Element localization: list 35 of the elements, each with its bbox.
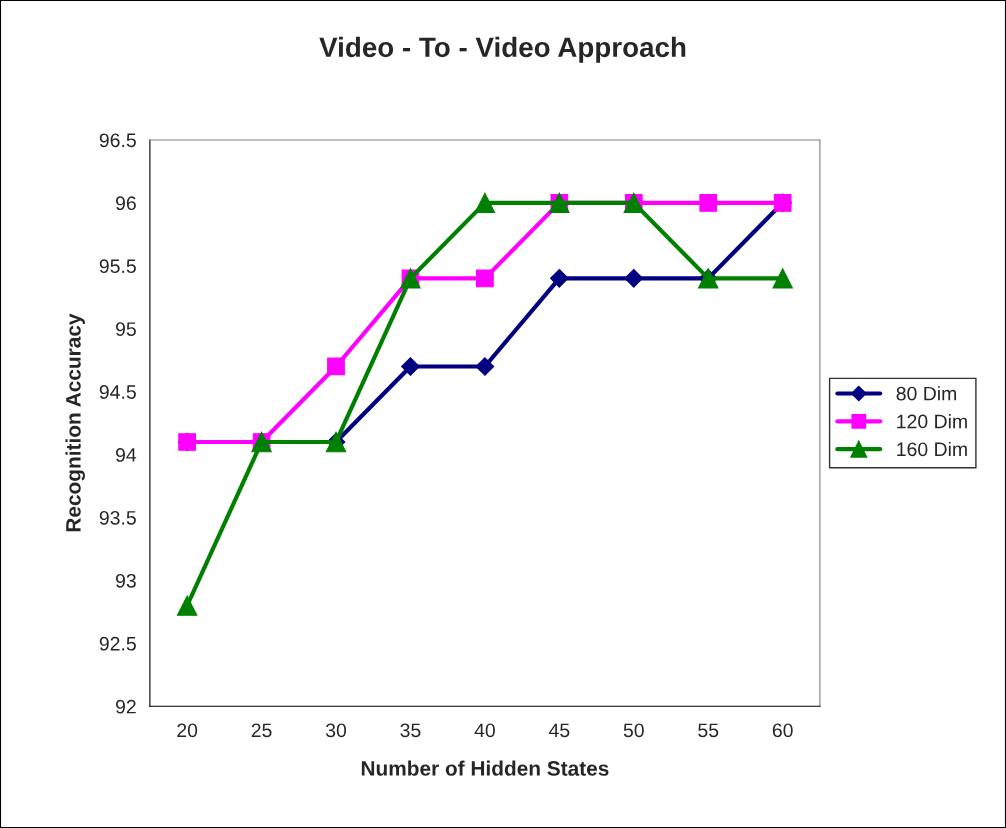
x-axis-title: Number of Hidden States [361,760,609,776]
y-tick-label: 92 [115,699,136,714]
point [176,595,198,616]
y-tick-label: 96 [115,196,136,211]
point [474,192,496,214]
x-tick-label: 40 [474,723,495,738]
point [401,357,420,376]
point [699,194,718,212]
point [549,269,569,288]
x-tick-label: 55 [698,723,719,738]
y-tick-label: 92.5 [99,636,136,651]
point [476,269,494,288]
point [624,269,644,288]
point [772,268,793,289]
y-axis-title: Recognition Accuracy [65,313,85,532]
y-tick-label: 94 [115,448,137,462]
y-tick-label: 95.5 [99,259,136,274]
legend-label: 160 Dim [897,441,967,457]
y-tick-label: 93 [115,573,136,588]
legend-label: 80 Dim [896,386,957,401]
point [327,357,345,376]
y-tick-label: 93.5 [99,510,136,525]
x-tick-label: 50 [623,723,644,738]
x-tick-label: 35 [400,723,421,738]
y-tick-label: 94.5 [99,385,136,399]
x-tick-label: 20 [177,723,198,738]
x-tick-label: 45 [548,723,570,738]
chart-title: Video - To - Video Approach [319,36,686,63]
legend-label: 120 Dim [897,414,967,429]
y-tick-label: 95 [115,322,136,336]
point [475,357,495,376]
x-tick-label: 25 [251,723,272,738]
x-tick-label: 30 [325,723,347,738]
x-tick-label: 60 [772,723,793,738]
y-tick-label: 96.5 [99,133,136,148]
